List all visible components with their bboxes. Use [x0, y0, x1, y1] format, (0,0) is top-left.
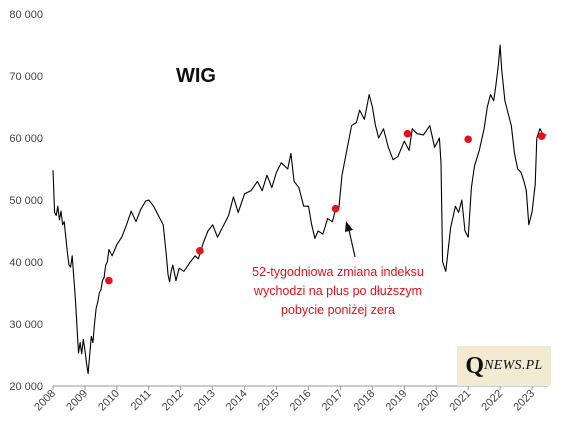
- y-tick-label: 80 000: [9, 9, 43, 21]
- chart-title: WIG: [176, 65, 216, 87]
- y-tick-label: 30 000: [9, 319, 43, 331]
- x-tick-label: 2023: [511, 388, 537, 414]
- logo-text: NEWS.PL: [484, 358, 543, 373]
- highlight-markers: [105, 129, 546, 285]
- qnews-logo: Q NEWS.PL: [457, 346, 551, 386]
- annotation-line-3: pobycie poniżej zera: [281, 303, 395, 317]
- highlight-marker: [105, 276, 113, 285]
- x-tick-label: 2011: [129, 388, 154, 413]
- annotation-arrow: [345, 221, 356, 258]
- y-tick-labels: 20 000 30 000 40 000 50 000 60 000 70 000 80 0…: [9, 9, 43, 393]
- highlight-marker: [537, 132, 546, 140]
- highlight-marker: [196, 247, 204, 255]
- x-tick-label: 2012: [160, 388, 186, 414]
- highlight-marker: [464, 135, 472, 144]
- x-tick-labels: 2008 2009 2010 2011 2012 2013 2014 2015 2016 2017…: [32, 386, 537, 413]
- y-tick-label: 40 000: [9, 257, 43, 269]
- highlight-marker: [403, 129, 412, 138]
- x-tick-label: 2016: [288, 388, 314, 414]
- y-tick-label: 20 000: [9, 381, 43, 393]
- y-tick-label: 50 000: [9, 195, 43, 207]
- x-tick-label: 2021: [447, 388, 473, 414]
- x-tick-label: 2019: [384, 388, 410, 414]
- x-tick-label: 2013: [192, 388, 218, 414]
- x-tick-label: 2015: [256, 388, 282, 414]
- annotation-line-1: 52-tygodniowa zmiana indeksu: [252, 265, 424, 279]
- x-tick-label: 2017: [320, 388, 346, 414]
- wig-series-line: [52, 44, 547, 375]
- x-tick-label: 2022: [479, 388, 505, 414]
- y-tick-label: 70 000: [9, 71, 43, 83]
- x-tick-label: 2010: [96, 388, 122, 414]
- annotation-line-2: wychodzi na plus po dłuższym: [253, 284, 422, 298]
- highlight-marker: [331, 204, 340, 213]
- x-tick-label: 2018: [352, 388, 378, 414]
- logo-q: Q: [465, 352, 485, 379]
- y-tick-label: 60 000: [9, 133, 43, 145]
- x-tick-label: 2009: [64, 388, 90, 414]
- x-tick-label: 2014: [224, 388, 250, 414]
- x-tick-label: 2020: [416, 388, 442, 414]
